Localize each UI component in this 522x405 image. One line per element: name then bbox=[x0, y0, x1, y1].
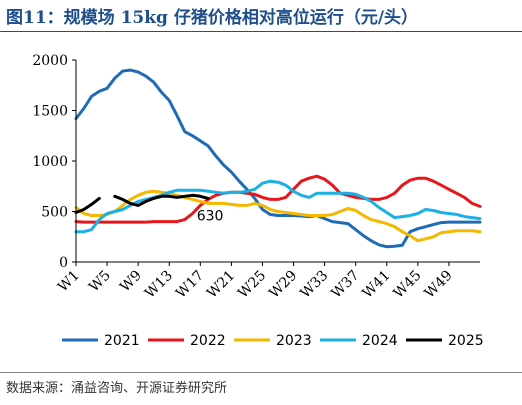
x-tick-label: W13 bbox=[142, 268, 176, 302]
x-tick-label: W49 bbox=[422, 268, 456, 302]
x-tick-label: W33 bbox=[297, 268, 331, 302]
y-tick-label: 2000 bbox=[32, 53, 68, 69]
source-divider bbox=[0, 372, 522, 373]
y-tick-label: 500 bbox=[41, 205, 68, 221]
series-line-2022 bbox=[74, 174, 482, 224]
chart-legend: 2021 2022 2023 2024 2025 bbox=[62, 333, 484, 349]
value-annotation: 630 bbox=[197, 208, 224, 224]
x-tick-label: W5 bbox=[86, 268, 114, 296]
legend-label-2022: 2022 bbox=[190, 333, 226, 349]
series-line-2021 bbox=[74, 68, 482, 249]
y-tick-label: 1000 bbox=[32, 154, 68, 170]
x-tick-label: W1 bbox=[55, 268, 83, 296]
y-tick-label: 0 bbox=[59, 255, 68, 271]
legend-label-2024: 2024 bbox=[362, 333, 398, 349]
figure-title: 图11：规模场 15kg 仔猪价格相对高位运行（元/头） bbox=[6, 8, 419, 28]
x-tick-label: W37 bbox=[328, 268, 362, 302]
y-tick-label: 1500 bbox=[32, 104, 68, 120]
x-tick-label: W45 bbox=[391, 268, 425, 302]
series-line-2023 bbox=[74, 189, 482, 243]
series-line-2025 bbox=[74, 193, 210, 214]
x-tick-label: W41 bbox=[360, 268, 394, 302]
series-line-2024 bbox=[74, 179, 482, 234]
x-tick-label: W25 bbox=[235, 268, 269, 302]
legend-label-2025: 2025 bbox=[448, 333, 484, 349]
x-tick-label: W17 bbox=[173, 268, 207, 302]
legend-label-2023: 2023 bbox=[276, 333, 312, 349]
x-tick-label: W29 bbox=[266, 268, 300, 302]
line-chart: 630 0 500 1000 1500 2000 W1 W5 W9W13W17W21W25W2… bbox=[32, 53, 484, 349]
x-tick-label: W21 bbox=[204, 268, 238, 302]
plot-area: 630 bbox=[74, 68, 482, 249]
source-note: 数据来源：涌益咨询、开源证券研究所 bbox=[6, 381, 228, 396]
legend-label-2021: 2021 bbox=[104, 333, 140, 349]
x-tick-label: W9 bbox=[117, 268, 145, 296]
title-divider bbox=[0, 31, 522, 32]
